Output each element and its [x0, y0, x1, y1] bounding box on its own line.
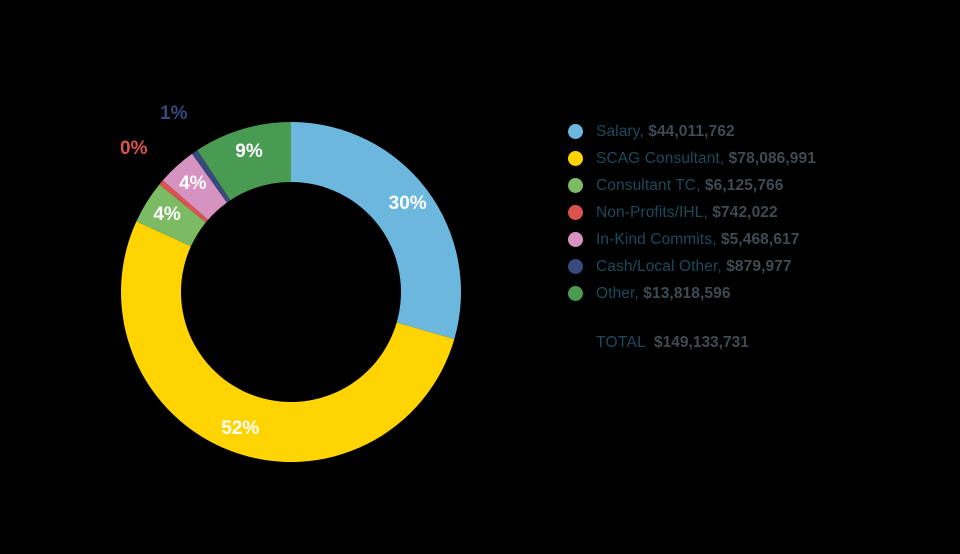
legend-item-non-profits-ihl[interactable]: Non-Profits/IHL, $742,022 — [568, 199, 948, 226]
slice-percent-label-scag-consultant: 52% — [221, 418, 259, 439]
legend-item-consultant-tc[interactable]: Consultant TC, $6,125,766 — [568, 172, 948, 199]
legend-item-label-scag-consultant: SCAG Consultant, — [596, 149, 725, 167]
legend-bullet-icon-in-kind-commits — [568, 232, 583, 247]
legend-item-other[interactable]: Other, $13,818,596 — [568, 280, 948, 307]
slice-percent-label-non-profits-ihl: 0% — [120, 138, 148, 159]
donut-chart: 30% 52% 4% 4% 9% — [121, 122, 461, 462]
legend-item-value-salary: $44,011,762 — [648, 122, 735, 140]
legend-item-list: Salary, $44,011,762 SCAG Consultant, $78,… — [568, 118, 948, 307]
legend-bullet-icon-consultant-tc — [568, 178, 583, 193]
legend-bullet-icon-other — [568, 286, 583, 301]
donut-slice-group — [121, 122, 461, 462]
legend-bullet-icon-scag-consultant — [568, 151, 583, 166]
legend-item-value-other: $13,818,596 — [643, 284, 731, 302]
legend-item-label-other: Other, — [596, 284, 639, 302]
legend-total-value: $149,133,731 — [654, 333, 749, 351]
legend-item-text-other: Other, $13,818,596 — [596, 285, 731, 303]
legend-item-text-consultant-tc: Consultant TC, $6,125,766 — [596, 177, 784, 195]
legend-item-text-non-profits-ihl: Non-Profits/IHL, $742,022 — [596, 204, 778, 222]
legend-item-text-in-kind-commits: In-Kind Commits, $5,468,617 — [596, 231, 799, 249]
donut-slice-consultant-tc[interactable] — [136, 184, 206, 247]
legend-item-label-in-kind-commits: In-Kind Commits, — [596, 230, 717, 248]
legend-bullet-icon-salary — [568, 124, 583, 139]
donut-slice-other[interactable] — [197, 122, 291, 201]
chart-legend: Salary, $44,011,762 SCAG Consultant, $78,… — [568, 118, 948, 356]
donut-svg: 30% 52% 4% 4% 9% — [121, 122, 461, 462]
legend-item-text-scag-consultant: SCAG Consultant, $78,086,991 — [596, 150, 816, 168]
slice-percent-label-consultant-tc: 4% — [153, 204, 181, 225]
legend-item-text-cash-local-other: Cash/Local Other, $879,977 — [596, 258, 792, 276]
legend-item-value-consultant-tc: $6,125,766 — [704, 176, 784, 194]
legend-item-value-in-kind-commits: $5,468,617 — [720, 230, 800, 248]
legend-item-text-salary: Salary, $44,011,762 — [596, 123, 735, 141]
legend-item-label-cash-local-other: Cash/Local Other, — [596, 257, 722, 275]
slice-percent-label-other: 9% — [235, 141, 263, 162]
legend-item-label-non-profits-ihl: Non-Profits/IHL, — [596, 203, 708, 221]
donut-slice-non-profits-ihl[interactable] — [159, 180, 209, 223]
legend-item-value-non-profits-ihl: $742,022 — [712, 203, 778, 221]
legend-item-scag-consultant[interactable]: SCAG Consultant, $78,086,991 — [568, 145, 948, 172]
legend-item-cash-local-other[interactable]: Cash/Local Other, $879,977 — [568, 253, 948, 280]
donut-slice-label-group: 30% 52% 4% 4% 9% — [153, 141, 426, 439]
donut-slice-cash-local-other[interactable] — [192, 150, 231, 203]
legend-item-value-cash-local-other: $879,977 — [726, 257, 792, 275]
slice-percent-label-in-kind-commits: 4% — [179, 173, 207, 194]
legend-item-salary[interactable]: Salary, $44,011,762 — [568, 118, 948, 145]
legend-item-label-salary: Salary, — [596, 122, 644, 140]
legend-item-in-kind-commits[interactable]: In-Kind Commits, $5,468,617 — [568, 226, 948, 253]
legend-bullet-icon-non-profits-ihl — [568, 205, 583, 220]
donut-slice-salary[interactable] — [291, 122, 461, 340]
donut-slice-scag-consultant[interactable] — [121, 221, 455, 462]
legend-item-label-consultant-tc: Consultant TC, — [596, 176, 701, 194]
slice-percent-label-cash-local-other: 1% — [160, 103, 188, 124]
donut-slice-in-kind-commits[interactable] — [162, 153, 227, 220]
slice-percent-label-salary: 30% — [389, 193, 427, 214]
legend-bullet-icon-cash-local-other — [568, 259, 583, 274]
legend-total-row: TOTAL $149,133,731 — [568, 329, 948, 356]
legend-total-label: TOTAL — [596, 333, 647, 351]
legend-item-value-scag-consultant: $78,086,991 — [728, 149, 816, 167]
